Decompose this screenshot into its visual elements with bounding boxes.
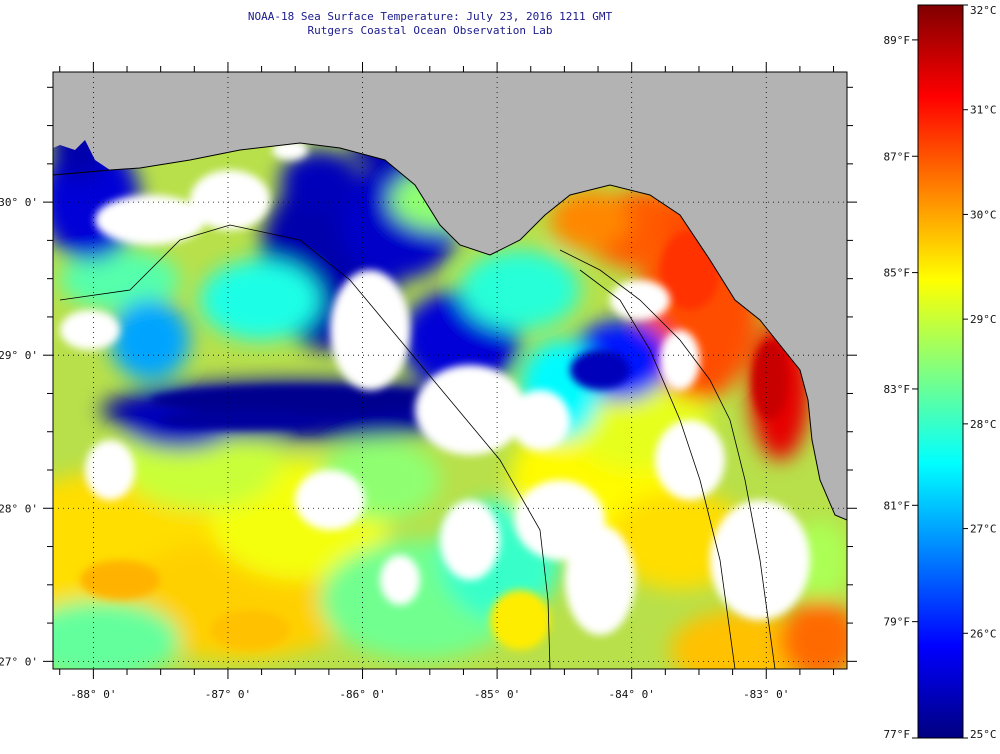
- latitude-label: 28° 0': [0, 502, 38, 515]
- colorbar-fahrenheit-label: 83°F: [884, 383, 911, 396]
- sst-patch: [280, 150, 360, 210]
- sst-patch: [670, 610, 810, 669]
- sst-detail-patch: [150, 386, 450, 414]
- longitude-label: -84° 0': [608, 688, 654, 701]
- colorbar-celsius-label: 29°C: [970, 313, 997, 326]
- colorbar-celsius-label: 27°C: [970, 523, 997, 536]
- colorbar-fahrenheit-label: 87°F: [884, 150, 911, 163]
- sst-patch: [780, 600, 847, 669]
- shelf-contour-1: [59, 224, 551, 669]
- colorbar-celsius-labels: 32°C 31°C 30°C 29°C 28°C 27°C 26°C 25°C: [963, 4, 997, 741]
- map-subtitle: Rutgers Coastal Ocean Observation Lab: [307, 24, 553, 37]
- map-frame: [52, 71, 848, 670]
- map-title: NOAA-18 Sea Surface Temperature: July 23…: [247, 10, 613, 23]
- latitude-label: 27° 0': [0, 655, 38, 668]
- latitude-label: 30° 0': [0, 196, 38, 209]
- colorbar-celsius-label: 28°C: [970, 418, 997, 431]
- sst-detail-patch: [210, 610, 290, 650]
- colorbar-fahrenheit-label: 81°F: [884, 499, 911, 512]
- longitude-label: -87° 0': [205, 688, 251, 701]
- longitude-label: -85° 0': [474, 688, 520, 701]
- sst-detail-patch: [752, 340, 788, 420]
- frame-ticks: [43, 62, 857, 679]
- longitude-label: -86° 0': [339, 688, 385, 701]
- colorbar-celsius-label: 32°C: [970, 4, 997, 17]
- longitude-label: -88° 0': [70, 688, 116, 701]
- shelf-contour-3: [579, 269, 736, 669]
- colorbar-fahrenheit-label: 89°F: [884, 34, 911, 47]
- sst-detail-patch: [490, 590, 550, 650]
- map-plot-area: [53, 72, 847, 669]
- sst-detail-patch: [80, 560, 160, 600]
- sst-patch: [460, 250, 580, 330]
- sst-patch: [110, 300, 190, 380]
- colorbar-fahrenheit-label: 77°F: [884, 728, 911, 741]
- colorbar-fahrenheit-label: 79°F: [884, 616, 911, 629]
- sst-patch: [60, 250, 180, 310]
- colorbar-celsius-label: 26°C: [970, 627, 997, 640]
- longitude-labels: -88° 0' -87° 0' -86° 0' -85° 0' -84° 0' -83° …: [70, 688, 789, 701]
- colorbar-fahrenheit-label: 85°F: [884, 267, 911, 280]
- sst-detail-patch: [160, 410, 320, 430]
- sst-patch: [200, 260, 320, 340]
- colorbar-celsius-label: 25°C: [970, 728, 997, 741]
- latitude-label: 29° 0': [0, 349, 38, 362]
- longitude-label: -83° 0': [743, 688, 789, 701]
- colorbar: [917, 4, 964, 739]
- colorbar-celsius-label: 30°C: [970, 208, 997, 221]
- colorbar-celsius-label: 31°C: [970, 104, 997, 117]
- latitude-labels: 30° 0' 29° 0' 28° 0' 27° 0': [0, 196, 38, 668]
- sst-detail-patch: [570, 350, 630, 390]
- colorbar-fahrenheit-labels: 89°F 87°F 85°F 83°F 81°F 79°F 77°F: [884, 34, 918, 741]
- sst-patch: [53, 600, 180, 669]
- land-mass: [53, 72, 847, 520]
- sst-patch: [550, 190, 630, 250]
- coastline: [53, 142, 847, 521]
- shelf-contour-2: [559, 249, 776, 669]
